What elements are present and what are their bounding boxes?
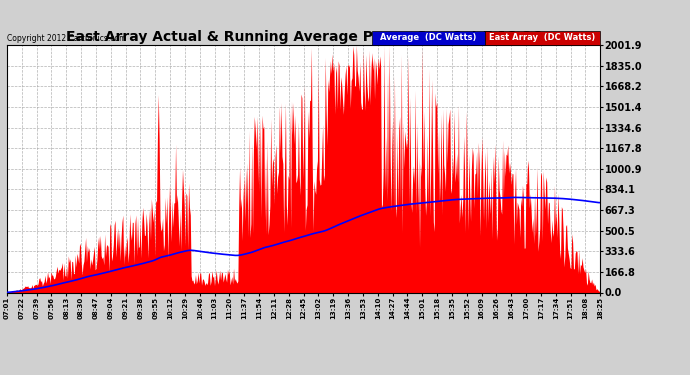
Text: Average  (DC Watts): Average (DC Watts) [380,33,476,42]
FancyBboxPatch shape [484,31,600,45]
Text: East Array  (DC Watts): East Array (DC Watts) [489,33,595,42]
Title: East Array Actual & Running Average Power Sun Oct 7 18:26: East Array Actual & Running Average Powe… [66,30,542,44]
Text: Copyright 2012 Cartronics.com: Copyright 2012 Cartronics.com [7,33,126,42]
FancyBboxPatch shape [372,31,484,45]
